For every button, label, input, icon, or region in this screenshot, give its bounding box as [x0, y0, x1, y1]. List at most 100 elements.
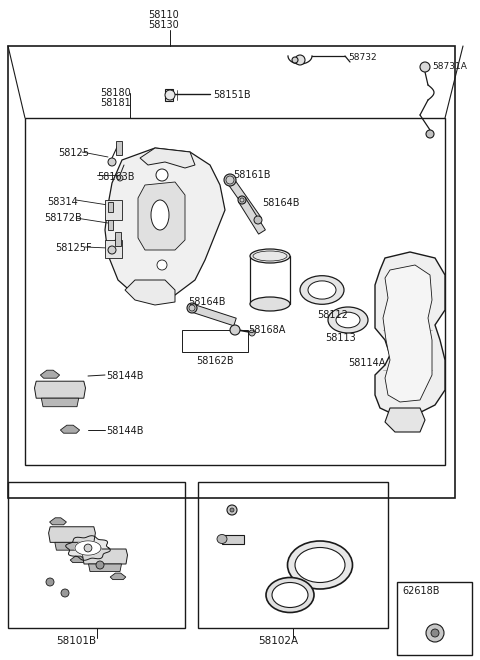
Ellipse shape	[308, 281, 336, 299]
Circle shape	[117, 175, 123, 181]
Circle shape	[187, 303, 197, 313]
Polygon shape	[385, 408, 425, 432]
Ellipse shape	[250, 297, 290, 311]
Circle shape	[230, 325, 240, 335]
Polygon shape	[239, 198, 265, 234]
Text: 58130: 58130	[148, 20, 179, 30]
Circle shape	[431, 629, 439, 637]
Bar	[8, 46, 455, 498]
Polygon shape	[40, 370, 60, 378]
Polygon shape	[105, 148, 225, 300]
Ellipse shape	[151, 200, 169, 230]
Circle shape	[420, 62, 430, 72]
Circle shape	[108, 246, 116, 254]
Polygon shape	[41, 398, 79, 407]
Text: 58163B: 58163B	[97, 172, 134, 182]
Polygon shape	[191, 304, 236, 326]
Polygon shape	[49, 518, 66, 525]
Circle shape	[156, 169, 168, 181]
Text: 58110: 58110	[148, 10, 179, 20]
Ellipse shape	[336, 312, 360, 328]
Circle shape	[157, 260, 167, 270]
Circle shape	[108, 158, 116, 166]
Text: 58162B: 58162B	[196, 356, 234, 366]
Text: 58172B: 58172B	[44, 213, 82, 223]
Circle shape	[230, 508, 234, 512]
Text: 58181: 58181	[100, 98, 131, 108]
Ellipse shape	[250, 249, 290, 263]
Polygon shape	[88, 564, 121, 572]
Polygon shape	[35, 381, 85, 398]
Polygon shape	[70, 556, 86, 562]
Circle shape	[224, 174, 236, 186]
Circle shape	[189, 305, 195, 311]
Bar	[108, 202, 113, 212]
Ellipse shape	[288, 541, 352, 589]
Text: 58101B: 58101B	[56, 636, 96, 646]
Text: 58144B: 58144B	[106, 426, 144, 436]
Circle shape	[46, 578, 54, 586]
Circle shape	[227, 505, 237, 515]
Circle shape	[240, 198, 244, 202]
Bar	[222, 535, 244, 544]
Text: 58112: 58112	[317, 310, 348, 320]
Bar	[165, 89, 173, 101]
Text: 58114A: 58114A	[348, 358, 385, 368]
Text: 58161B: 58161B	[233, 170, 271, 180]
Polygon shape	[60, 425, 80, 433]
Circle shape	[292, 57, 298, 63]
Bar	[116, 141, 122, 155]
Text: 58151B: 58151B	[213, 90, 251, 100]
Bar	[397, 582, 472, 655]
Text: 58125: 58125	[58, 148, 89, 158]
Text: 58102A: 58102A	[258, 636, 298, 646]
Polygon shape	[375, 252, 445, 415]
Text: 58168A: 58168A	[248, 325, 286, 335]
Ellipse shape	[300, 276, 344, 304]
Bar	[182, 330, 248, 352]
Polygon shape	[383, 265, 432, 402]
Polygon shape	[105, 240, 122, 258]
Text: 58164B: 58164B	[262, 198, 300, 208]
Ellipse shape	[272, 583, 308, 607]
Text: 62618B: 62618B	[402, 586, 440, 596]
Circle shape	[249, 330, 255, 336]
Polygon shape	[110, 573, 126, 579]
Bar	[25, 118, 445, 465]
Bar	[108, 220, 113, 230]
Bar	[115, 232, 121, 246]
Circle shape	[426, 624, 444, 642]
Bar	[198, 482, 388, 628]
Polygon shape	[140, 148, 195, 168]
Circle shape	[61, 589, 69, 597]
Bar	[8, 482, 185, 628]
Polygon shape	[227, 178, 261, 222]
Text: 58125F: 58125F	[55, 243, 92, 253]
Ellipse shape	[328, 307, 368, 333]
Polygon shape	[138, 182, 185, 250]
Polygon shape	[55, 543, 89, 550]
Polygon shape	[75, 541, 101, 555]
Circle shape	[96, 561, 104, 569]
Polygon shape	[48, 527, 96, 543]
Circle shape	[226, 176, 234, 184]
Circle shape	[426, 130, 434, 138]
Ellipse shape	[266, 578, 314, 612]
Circle shape	[165, 90, 175, 100]
Text: 58164B: 58164B	[188, 297, 226, 307]
Polygon shape	[66, 536, 110, 560]
Text: 58144B: 58144B	[106, 371, 144, 381]
Circle shape	[84, 544, 92, 552]
Text: 58732: 58732	[348, 53, 377, 62]
Text: 58113: 58113	[325, 333, 356, 343]
Circle shape	[295, 55, 305, 65]
Ellipse shape	[295, 548, 345, 583]
Circle shape	[238, 196, 246, 204]
Ellipse shape	[217, 535, 227, 543]
Text: 58731A: 58731A	[432, 62, 467, 71]
Text: 58314: 58314	[47, 197, 78, 207]
Circle shape	[254, 216, 262, 224]
Polygon shape	[105, 200, 122, 220]
Polygon shape	[125, 280, 175, 305]
Text: 58180: 58180	[100, 88, 131, 98]
